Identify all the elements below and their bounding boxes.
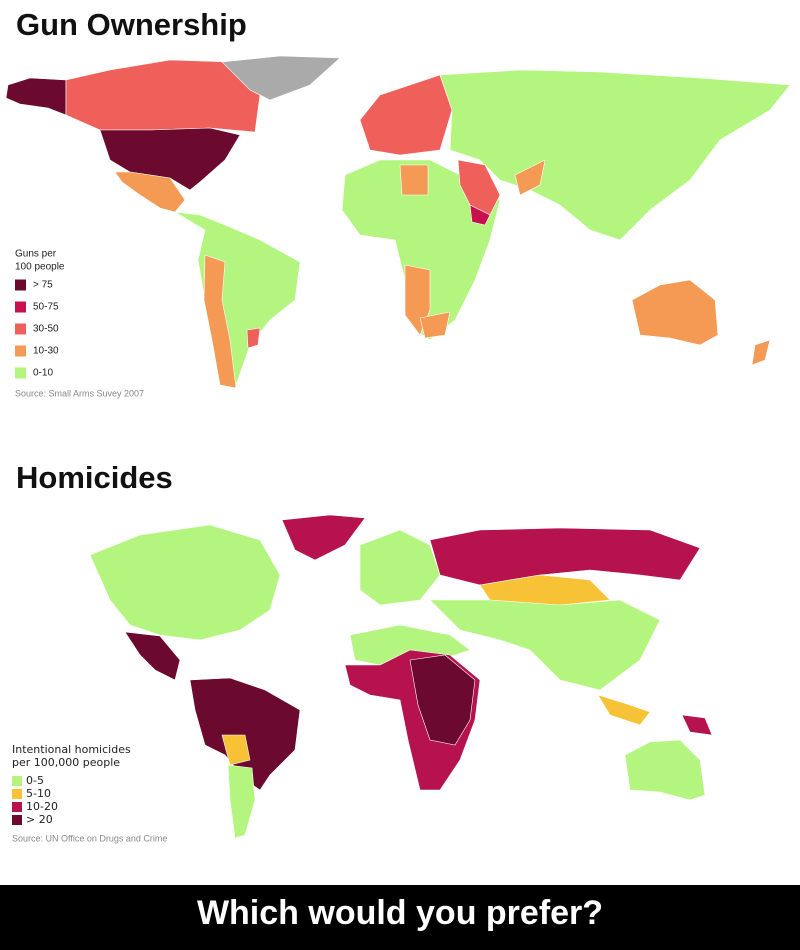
- region: [751, 339, 771, 366]
- region: [89, 524, 281, 641]
- region: [631, 279, 719, 346]
- source: Source: Small Arms Suvey 2007: [15, 388, 144, 398]
- source: Source: UN Office on Drugs and Crime: [12, 833, 167, 843]
- region: [221, 734, 251, 766]
- legend-label: 10-20: [26, 800, 58, 813]
- region: [203, 254, 237, 389]
- map-title: Gun Ownership: [16, 7, 247, 42]
- region: [419, 311, 451, 339]
- legend-swatch: [15, 323, 26, 335]
- region: [429, 527, 701, 586]
- legend-label: 5-10: [26, 787, 51, 800]
- region: [681, 714, 713, 736]
- region: [65, 59, 261, 133]
- legend-label: 0-5: [26, 774, 44, 787]
- region: [429, 599, 661, 691]
- legend-swatch: [15, 367, 26, 379]
- caption: Which would you prefer?: [197, 894, 603, 932]
- caption-bar: [0, 885, 800, 950]
- legend-swatch: [15, 279, 26, 291]
- legend-title: 100 people: [15, 262, 65, 273]
- legend-swatch: [12, 815, 22, 825]
- legend-label: > 20: [26, 813, 53, 826]
- region: [341, 159, 501, 341]
- legend-title: per 100,000 people: [12, 756, 120, 769]
- region: [359, 529, 441, 606]
- region: [359, 74, 453, 156]
- region: [597, 694, 651, 726]
- region: [246, 327, 261, 349]
- region: [99, 127, 241, 191]
- homicide-map: [89, 514, 713, 839]
- region: [514, 159, 546, 196]
- gun-map: [5, 55, 791, 389]
- legend-label: 0-10: [33, 368, 53, 379]
- region: [5, 77, 67, 116]
- region: [439, 69, 791, 241]
- region: [189, 677, 301, 791]
- legend-label: 30-50: [33, 324, 59, 335]
- region: [227, 764, 256, 839]
- region: [409, 654, 476, 746]
- region: [624, 739, 706, 801]
- region: [399, 164, 429, 196]
- legend-swatch: [12, 802, 22, 812]
- legend-title: Intentional homicides: [12, 743, 131, 756]
- legend-label: 10-30: [33, 346, 59, 357]
- legend-swatch: [12, 776, 22, 786]
- region: [174, 211, 301, 389]
- region: [221, 55, 341, 101]
- legend-swatch: [15, 345, 26, 357]
- legend-label: > 75: [33, 280, 53, 291]
- region: [124, 631, 181, 681]
- legend: > 75 50-75 30-50 10-30 0-10: [15, 279, 59, 379]
- legend-swatch: [12, 789, 22, 799]
- region: [469, 204, 491, 226]
- legend-label: 50-75: [33, 302, 59, 313]
- legend-swatch: [15, 301, 26, 313]
- legend-title: Guns per: [15, 249, 57, 260]
- region: [281, 514, 366, 561]
- map-title: Homicides: [16, 460, 173, 495]
